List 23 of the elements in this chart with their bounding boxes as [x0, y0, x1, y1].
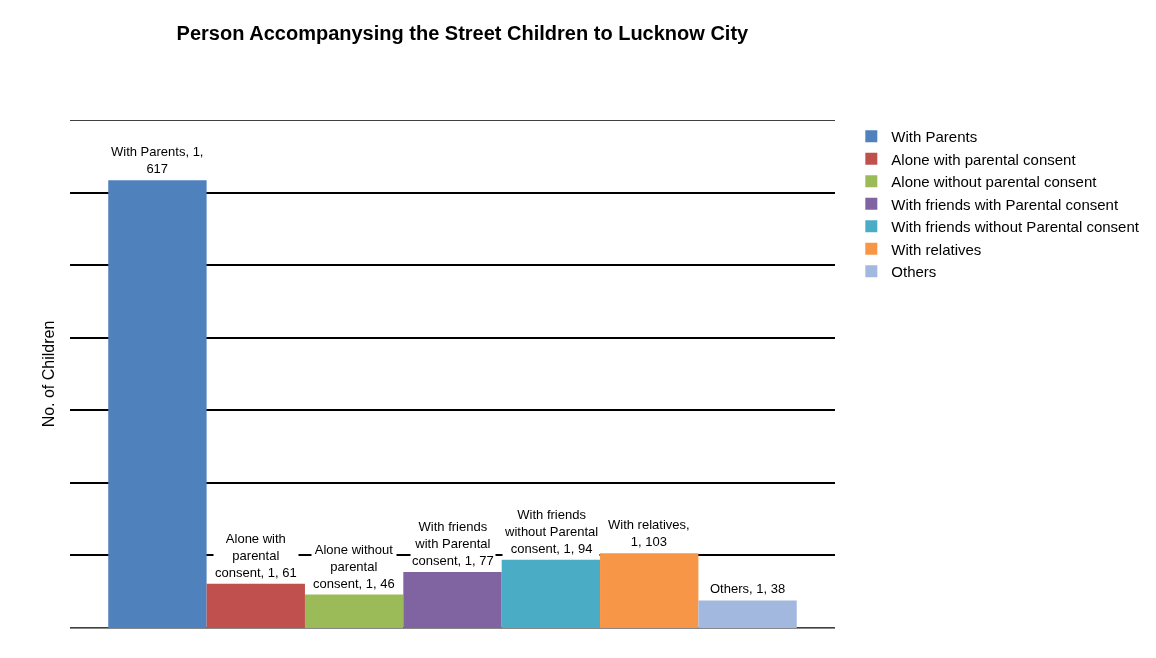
- legend-label: With friends with Parental consent: [891, 195, 1119, 213]
- data-label: With friends without Parental consent, 1, 94: [504, 507, 599, 556]
- bar: [600, 553, 699, 628]
- legend-label: Others: [891, 263, 937, 281]
- bar: [206, 583, 305, 628]
- data-label: Others, 1, 38: [710, 581, 786, 596]
- data-label: With relatives, 1, 103: [608, 517, 690, 549]
- legend-label: With Parents: [891, 128, 978, 146]
- bar: [304, 594, 404, 628]
- data-label: Alone with parental consent, 1, 61: [215, 531, 297, 580]
- legend-label: Alone without parental consent: [891, 173, 1098, 191]
- legend-label: Alone with parental consent: [891, 150, 1077, 168]
- bar: [108, 180, 207, 628]
- data-label: With Parents, 1, 617: [111, 144, 204, 176]
- legend-label: With relatives: [891, 240, 982, 258]
- bar: [698, 600, 797, 628]
- data-label: With friends with Parental consent, 1, 77: [412, 519, 494, 568]
- y-axis-title: No. of Children: [39, 320, 57, 428]
- legend-label: With friends without Parental consent: [891, 218, 1140, 236]
- chart-title: Person Accompanysing the Street Children to Lucknow City: [176, 22, 750, 45]
- bar: [403, 572, 502, 628]
- bar: [501, 559, 601, 628]
- data-label: Alone without parental consent, 1, 46: [313, 542, 395, 591]
